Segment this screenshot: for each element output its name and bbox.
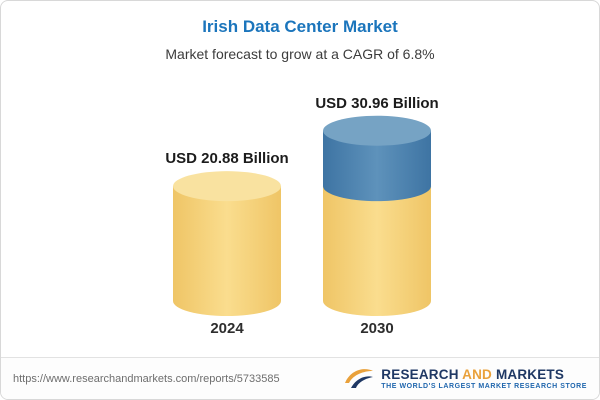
category-label-2024: 2024: [210, 320, 244, 337]
research-and-markets-logo: RESEARCH AND MARKETS THE WORLD'S LARGEST…: [343, 365, 587, 393]
logo-word-and: AND: [462, 367, 492, 382]
report-url: https://www.researchandmarkets.com/repor…: [13, 372, 280, 385]
category-label-2030: 2030: [360, 320, 394, 337]
value-label-2030: USD 30.96 Billion: [315, 94, 439, 112]
logo-name: RESEARCH AND MARKETS: [381, 367, 564, 382]
footer: https://www.researchandmarkets.com/repor…: [1, 357, 599, 399]
chart-subtitle: Market forecast to grow at a CAGR of 6.8…: [165, 46, 435, 62]
logo-mark-icon: [345, 368, 374, 388]
logo-text: RESEARCH AND MARKETS THE WORLD'S LARGEST…: [381, 367, 587, 390]
logo-tagline: THE WORLD'S LARGEST MARKET RESEARCH STOR…: [381, 383, 587, 390]
logo-word-markets: MARKETS: [495, 367, 565, 382]
value-label-2024: USD 20.88 Billion: [165, 150, 289, 168]
logo-word-research: RESEARCH: [381, 367, 459, 382]
chart-title: Irish Data Center Market: [202, 17, 398, 36]
